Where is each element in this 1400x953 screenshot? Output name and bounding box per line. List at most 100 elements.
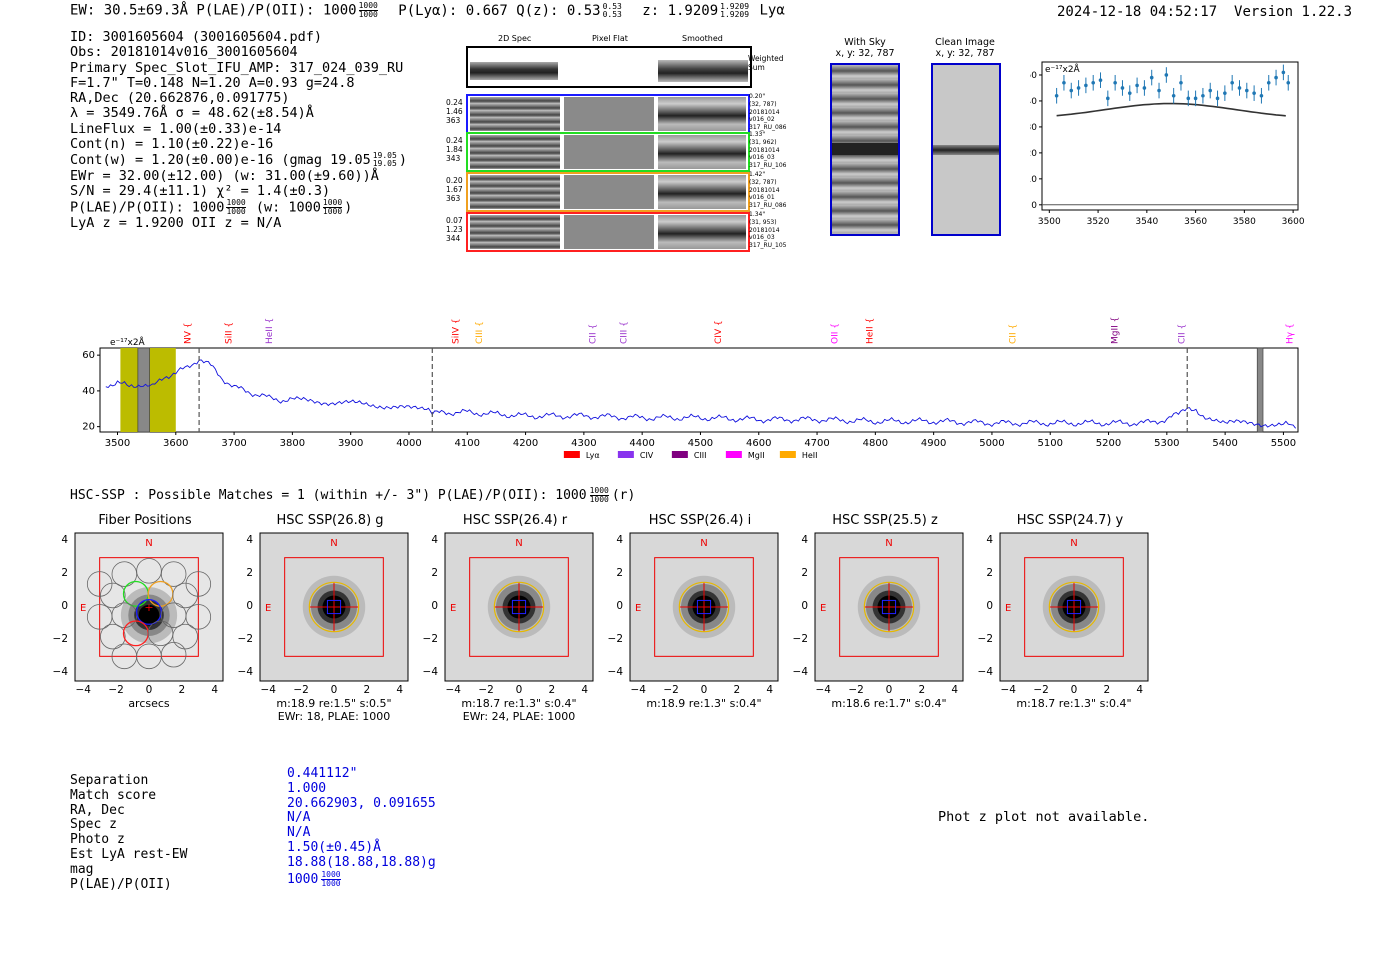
data-point — [1113, 80, 1117, 85]
cutout-meta: (31, 953) — [749, 218, 777, 226]
masked-band — [1256, 347, 1264, 433]
hsc-panel-title: HSC SSP(26.8) g — [276, 513, 384, 528]
hsc-panel-caption: m:18.7 re:1.3" s:0.4" — [1016, 697, 1132, 710]
data-point — [1274, 75, 1278, 80]
legend-swatch — [725, 451, 742, 458]
header-z-line: Lyα — [759, 2, 785, 19]
data-point — [1106, 96, 1110, 101]
match-label: P(LAE)/P(OII) — [70, 876, 172, 892]
photz-note: Phot z plot not available. — [938, 809, 1150, 825]
search-box — [1024, 557, 1124, 657]
hsc-panel-caption: m:18.6 re:1.7" s:0.4" — [831, 697, 947, 710]
info-line: Cont(n) = 1.10(±0.22)e-16 — [70, 136, 274, 153]
data-point — [1201, 93, 1205, 98]
y-tick-label: 40 — [82, 386, 95, 397]
y-tick-label: 50 — [1030, 71, 1037, 81]
info-plae-w: (w: 1000 — [255, 199, 321, 216]
cutout-meta: 1.34" — [749, 211, 766, 218]
x-tick-label: −2 — [663, 684, 679, 696]
header-summary: EW: 30.5±69.3Å P(LAE)/P(OII): 1000 1000 10… — [70, 2, 785, 19]
x-tick-label: −2 — [1033, 684, 1049, 696]
spectrum-units-label: e⁻¹⁷x2Å — [110, 336, 146, 348]
match-plae-sup: 1000 — [321, 869, 341, 880]
legend-label: MgII — [748, 451, 765, 460]
full-spectrum-chart: 20 40 60 3500 3600 3700 3800 3900 4000 4100 4200 43… — [82, 317, 1299, 460]
y-tick-label: 2 — [616, 567, 623, 580]
cutout-stat: 1.67 — [446, 185, 463, 194]
masked-band — [137, 347, 150, 433]
hsc-panel: Fiber Positions + N E 4 2 0 −2 −4 −4 −2 0 2 4 arcsecs — [53, 510, 250, 730]
search-box — [469, 557, 569, 657]
spectrum-frame — [99, 347, 1299, 433]
fiber-circle — [160, 561, 187, 587]
fiber-circle — [160, 641, 187, 668]
y-tick-label: 4 — [61, 534, 68, 547]
fit-plot-frame — [1041, 61, 1299, 211]
info-line: F=1.7" T=0.148 N=1.20 A=0.93 g=24.8 — [70, 74, 355, 91]
cutout-row-left-stats: 0.24 1.46 363 — [446, 98, 463, 125]
x-tick-label: −4 — [815, 684, 831, 696]
hsc-panel-image: NE — [444, 532, 594, 682]
header-plae-sup: 1000 — [358, 1, 378, 11]
x-tick-label: 4100 — [455, 438, 480, 449]
header-z-sub: 1.9209 — [720, 9, 750, 19]
match-value: 18.88(18.88,18.88)g — [287, 854, 436, 870]
y-tick-label: 2 — [431, 567, 438, 580]
data-point — [1164, 73, 1169, 77]
x-tick-label: 3800 — [280, 438, 305, 449]
x-tick-label: 5300 — [1154, 438, 1179, 449]
info-line: RA,Dec (20.662876,0.091775) — [70, 90, 290, 107]
hsc-panel-title: HSC SSP(26.4) r — [462, 513, 568, 528]
data-point — [1127, 91, 1132, 95]
header-plae-sub: 1000 — [358, 10, 378, 19]
match-square — [1066, 599, 1082, 615]
data-point — [1171, 93, 1176, 98]
hsc-panel-title: HSC SSP(24.7) y — [1016, 513, 1124, 528]
emission-line-label: NV { — [183, 323, 193, 344]
match-label: Match score — [70, 787, 157, 803]
x-tick-label: 3560 — [1184, 217, 1207, 227]
legend-label: Lyα — [586, 451, 600, 460]
match-label: Separation — [70, 773, 149, 788]
north-label: N — [700, 538, 707, 549]
fiber-circle — [86, 604, 113, 630]
y-tick-label: 2 — [246, 567, 253, 580]
fiber-circle — [172, 582, 198, 609]
search-box — [839, 557, 939, 657]
emission-line-label: OII { — [831, 323, 841, 344]
x-tick-label: 2 — [178, 684, 186, 696]
y-tick-label: −4 — [792, 665, 808, 678]
col-header-2dspec: 2D Spec — [498, 34, 532, 43]
hsc-panel: HSC SSP(26.4) r N E 4 2 0 −2 −4 −4 −2 0 2 4 m:18.7 re… — [423, 510, 620, 730]
east-label: E — [1005, 603, 1011, 614]
y-tick-label: 0 — [1031, 201, 1037, 211]
x-tick-label: 4400 — [629, 438, 654, 449]
fiber-circle — [100, 582, 126, 609]
match-label: Spec z — [70, 817, 117, 833]
x-tick-label: 0 — [330, 684, 338, 696]
x-tick-label: 5100 — [1038, 438, 1063, 449]
x-tick-label: −2 — [108, 684, 124, 696]
hsc-panel-caption: m:18.9 re:1.5" s:0.5" — [276, 697, 392, 710]
data-point — [1120, 86, 1125, 90]
cutout-row — [466, 94, 750, 134]
info-line: λ = 3549.76Å σ = 48.62(±8.54)Å — [70, 105, 314, 122]
match-label: Photo z — [70, 832, 125, 848]
cutout-stat: 0.20 — [446, 176, 463, 185]
hsc-panel-image: NE — [259, 532, 409, 682]
x-tick-label: 4 — [211, 684, 219, 696]
info-contw-sub: 19.05 — [372, 159, 397, 169]
data-point — [1215, 96, 1220, 101]
x-tick-label: 3540 — [1135, 217, 1158, 227]
weighted-smoothed — [658, 60, 748, 82]
match-value: 1.50(±0.45)Å — [287, 839, 381, 855]
fiber-circle — [185, 571, 212, 597]
emission-line-label: CII { — [1177, 324, 1187, 344]
info-contw-sup: 19.05 — [372, 151, 397, 161]
data-point — [1084, 83, 1088, 88]
info-line: EWr = 32.00(±12.00) (w: 31.00(±9.60))Å — [70, 167, 379, 184]
x-tick-label: 4900 — [921, 438, 946, 449]
cutout-row-right-info: 1.42" (32, 787) 20181014 v016_01 317_RU_086 — [749, 171, 786, 210]
info-contw: Cont(w) = 1.20(±0.00)e-16 (gmag 19.05 19.… — [70, 152, 407, 168]
match-square — [696, 599, 712, 615]
